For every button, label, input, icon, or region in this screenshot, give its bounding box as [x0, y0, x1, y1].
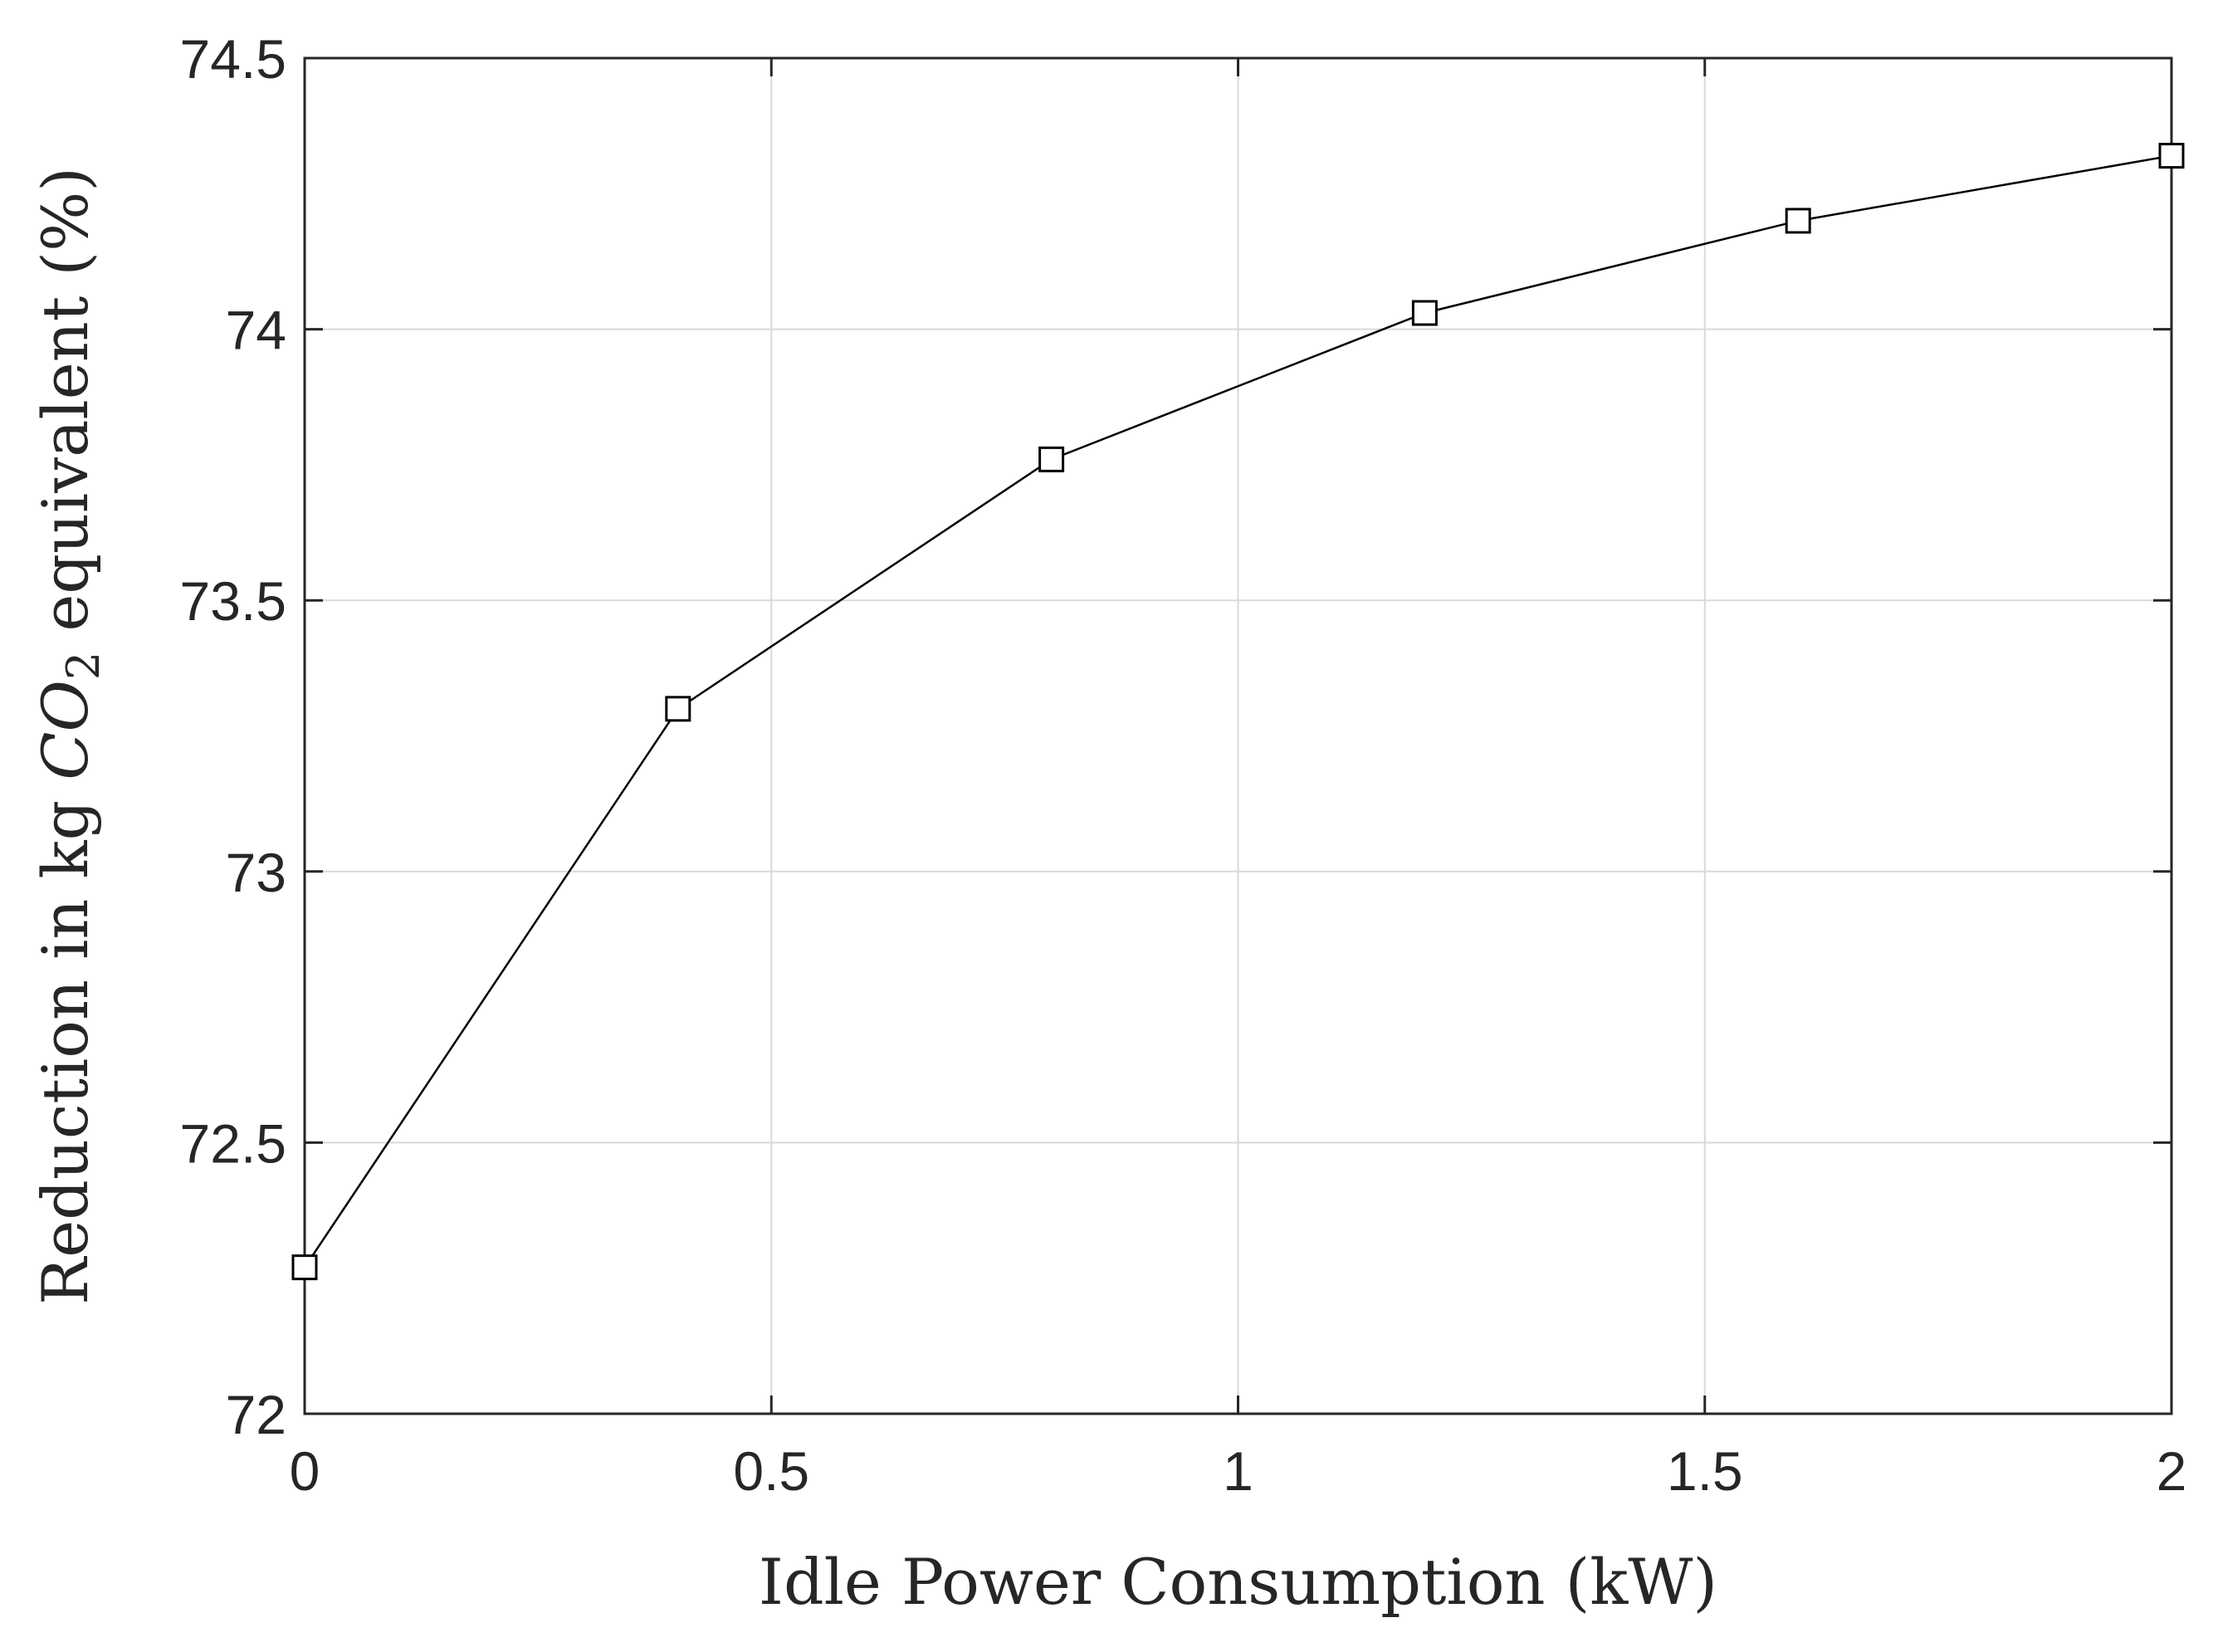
- data-point-marker: [665, 696, 691, 722]
- y-tick-label: 74.5: [180, 28, 286, 90]
- y-axis-title-suffix: equivalent (%): [28, 167, 102, 652]
- x-tick-label: 0.5: [733, 1440, 809, 1502]
- ticks: 0 0.5 1 1.5 2 72 72.5 73 73.5 74 74.5: [180, 28, 2187, 1502]
- x-tick-label: 1: [1223, 1440, 1253, 1502]
- y-tick-label: 74: [226, 300, 286, 361]
- data-point-marker: [1038, 446, 1065, 472]
- y-axis-title-prefix: Reduction in kg: [28, 780, 102, 1305]
- x-tick-label: 2: [2157, 1440, 2187, 1502]
- y-tick-label: 72: [226, 1384, 286, 1445]
- x-tick-label: 1.5: [1667, 1440, 1743, 1502]
- y-tick-label: 73: [226, 842, 286, 903]
- grid: [305, 58, 2171, 1414]
- x-tick-label: 0: [290, 1440, 320, 1502]
- y-axis-title-chem: CO: [28, 680, 102, 780]
- data-point-marker: [2158, 143, 2185, 169]
- data-point-marker: [1785, 208, 1811, 234]
- y-axis-title: Reduction in kg CO2 equivalent (%): [28, 167, 110, 1305]
- series: [291, 143, 2185, 1281]
- y-axis-title-subscript: 2: [57, 652, 110, 680]
- y-tick-label: 72.5: [180, 1112, 286, 1174]
- x-axis-title: Idle Power Consumption (kW): [759, 1545, 1717, 1619]
- data-point-marker: [1411, 300, 1438, 326]
- data-point-marker: [291, 1254, 318, 1281]
- y-tick-label: 73.5: [180, 570, 286, 632]
- series-line: [303, 154, 2172, 1268]
